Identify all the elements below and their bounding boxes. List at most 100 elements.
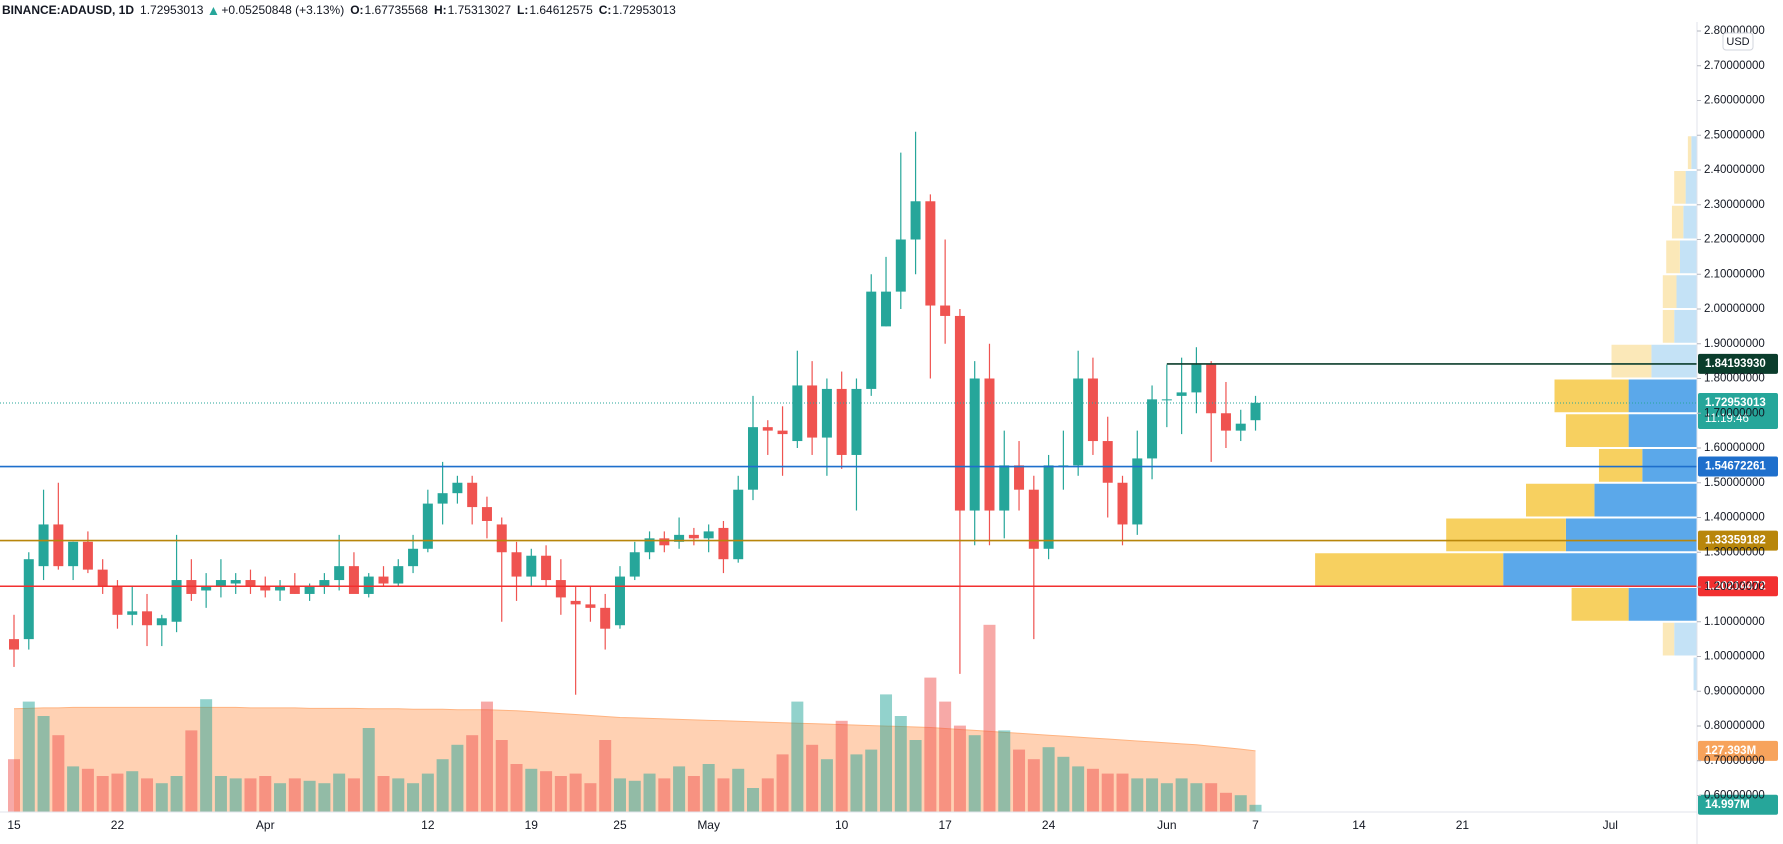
candle-body [23, 559, 34, 640]
volume-bar [806, 744, 819, 812]
y-tick-label: 1.90000000 [1704, 338, 1765, 350]
level-label-box [1698, 456, 1778, 477]
volume-bar [1219, 792, 1232, 812]
y-tick-label: 1.10000000 [1704, 616, 1765, 628]
volume-bar [67, 766, 80, 812]
candle-body [97, 569, 108, 587]
levels: 1.84193930 1.54672261 1.33359182 1.20214472… [0, 353, 1778, 815]
volume-bar [466, 735, 479, 812]
candle-body [334, 566, 345, 581]
profile-down [1671, 205, 1684, 239]
volume-bar [1116, 773, 1129, 812]
profile-down [1662, 310, 1675, 343]
volume-bar [96, 776, 109, 812]
volume-bar [244, 778, 257, 812]
candle-body [201, 587, 212, 591]
y-tick-label: 0.90000000 [1704, 685, 1765, 697]
volume-profile [1315, 136, 1697, 691]
candle-body [762, 427, 773, 431]
volume-bar [525, 768, 538, 812]
candle-body [940, 305, 951, 316]
candle-body [348, 566, 359, 594]
volume-bar [953, 725, 966, 812]
countdown: 11:19:46 [1705, 413, 1749, 425]
volume-bar [126, 771, 139, 812]
currency: USD [1726, 36, 1749, 48]
candle-body [1117, 482, 1128, 525]
candle-body [777, 430, 788, 435]
profile-up [1651, 344, 1697, 378]
ohlc-label: H: [434, 3, 447, 17]
volume-bar [983, 624, 996, 812]
candle-body [1250, 402, 1261, 421]
volume-bar [303, 780, 316, 812]
volume-bar [673, 766, 686, 812]
volume-bar [111, 773, 124, 812]
profile-down [1571, 588, 1629, 621]
candle-body [1132, 458, 1143, 525]
candle-body [452, 482, 463, 494]
candle-body [393, 566, 404, 584]
legend-header: BINANCE:ADAUSD, 1D 1.72953013 +0.05250848 … [2, 3, 676, 17]
x-tick-label: 10 [835, 818, 849, 832]
volume-bar [214, 776, 227, 812]
candle-body [289, 587, 300, 594]
x-tick-label: Apr [256, 818, 275, 832]
candle-body [53, 524, 64, 567]
candle-body [68, 541, 79, 567]
profile-up [1685, 171, 1697, 204]
x-tick-label: 25 [613, 818, 627, 832]
axes: 0.60000000 0.70000000 0.80000000 0.90000000… [7, 25, 1764, 832]
profile-down [1666, 240, 1680, 274]
x-tick-label: Jul [1603, 818, 1618, 832]
candle-body [600, 607, 611, 629]
profile-up [1628, 588, 1697, 621]
y-tick-label: 2.60000000 [1704, 95, 1765, 107]
volume-bar [1190, 783, 1203, 812]
volume-label: 14.997M [1705, 799, 1750, 811]
profile-down [1662, 622, 1675, 656]
volume-bar [37, 716, 50, 812]
profile-up [1503, 553, 1697, 586]
candle-body [496, 524, 507, 553]
candle-body [999, 465, 1010, 511]
candle-body [9, 639, 19, 650]
volume-bar [584, 783, 597, 812]
y-tick-label: 1.40000000 [1704, 512, 1765, 524]
volume-bar [1146, 778, 1159, 812]
y-tick-label: 1.70000000 [1704, 407, 1765, 419]
volume-bar [1249, 804, 1262, 812]
volume-bar [569, 773, 582, 812]
candle-body [659, 538, 670, 546]
level-label-box [1698, 530, 1778, 551]
volume-bar [392, 778, 405, 812]
candle-body [792, 385, 803, 442]
volume-bar [599, 740, 612, 812]
y-tick-label: 0.80000000 [1704, 720, 1765, 732]
candle-body [481, 507, 492, 521]
price: 1.72953013 [140, 3, 204, 17]
candle-body [1220, 413, 1231, 431]
volume-bar [451, 744, 464, 812]
volume-bar [1072, 766, 1085, 812]
candles [9, 131, 1261, 695]
volume-bar [510, 764, 523, 812]
candle-body [1014, 465, 1025, 490]
candle-body [260, 587, 271, 591]
profile-up [1683, 205, 1697, 239]
y-tick-label: 2.30000000 [1704, 199, 1765, 211]
profile-down [1315, 553, 1504, 586]
volume-bar [347, 778, 360, 812]
x-tick-label: 14 [1352, 818, 1366, 832]
y-tick-label: 1.30000000 [1704, 546, 1765, 558]
y-tick-label: 1.60000000 [1704, 442, 1765, 454]
ohlc-label: O: [350, 3, 363, 17]
y-tick-label: 0.60000000 [1704, 790, 1765, 802]
volume-bar [22, 701, 35, 812]
volume-bar [200, 699, 213, 812]
ohlc-label: L: [517, 3, 528, 17]
y-tick-label: 2.40000000 [1704, 164, 1765, 176]
volume-bar [1027, 759, 1040, 812]
volume-bar [968, 735, 981, 812]
candle-body [984, 378, 995, 511]
